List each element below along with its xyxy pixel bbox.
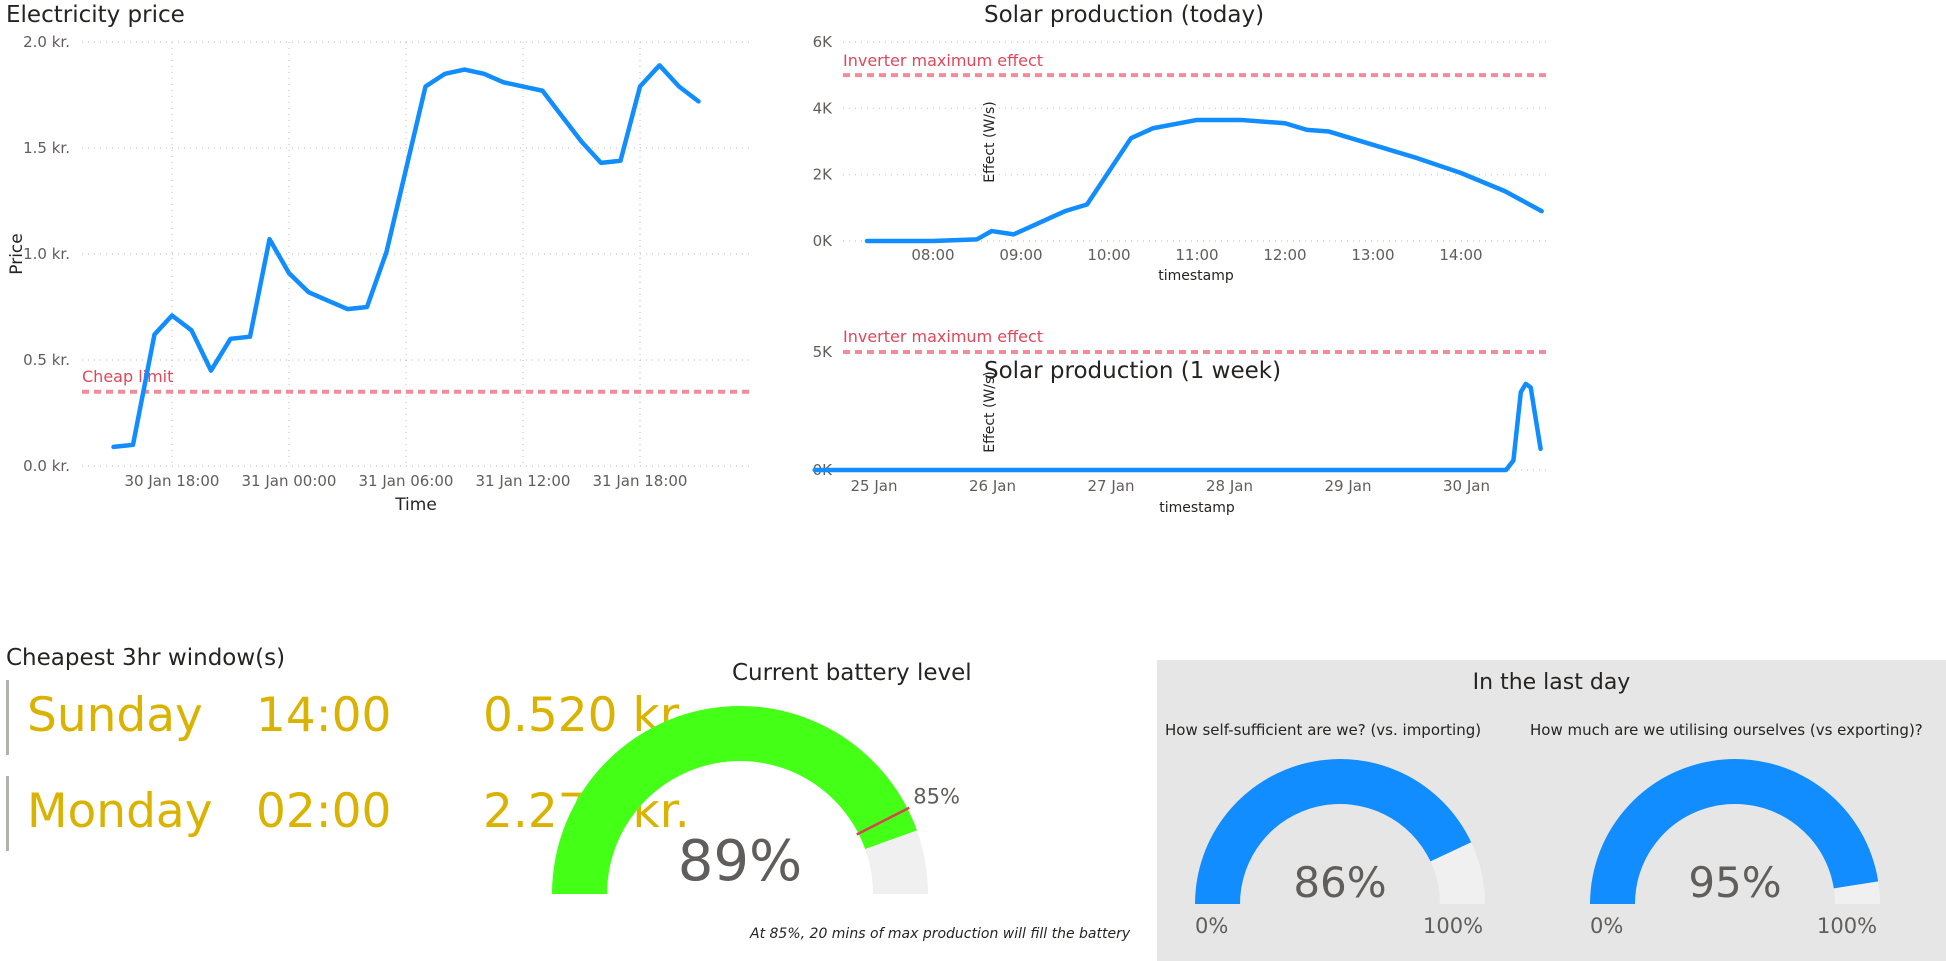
y-tick-label: 2.0 kr. — [23, 33, 70, 51]
last-day-title: In the last day — [1472, 670, 1631, 695]
self-sufficient-gauge-value: 86% — [1293, 858, 1386, 907]
x-axis-title: timestamp — [1158, 268, 1234, 284]
battery-note: At 85%, 20 mins of max production will f… — [750, 926, 1131, 942]
x-tick-label: 31 Jan 18:00 — [593, 472, 688, 490]
solar-week-series-line — [812, 381, 1543, 473]
x-tick-label: 31 Jan 06:00 — [359, 472, 454, 490]
x-tick-label: 25 Jan — [851, 477, 898, 495]
y-tick-label: 4K — [813, 99, 834, 117]
cheapest-windows-title: Cheapest 3hr window(s) — [6, 645, 286, 671]
gauge-value: 89% — [678, 829, 802, 894]
y-tick-label: 1.5 kr. — [23, 139, 70, 157]
y-tick-label: 0.0 kr. — [23, 457, 70, 475]
solar-today-chart: 6K 4K 2K 0K 08:00 09:00 10:00 11:00 12:00 13:00 14… — [813, 33, 1550, 284]
window-day: Sunday — [27, 688, 203, 743]
x-tick-label: 30 Jan 18:00 — [125, 472, 220, 490]
gauge-target-marker — [856, 806, 910, 836]
utilisation-question: How much are we utilising ourselves (vs … — [1530, 721, 1923, 739]
y-tick-label: 5K — [813, 343, 834, 361]
utilisation-min-label: 0% — [1590, 914, 1624, 938]
battery-title: Current battery level — [732, 660, 972, 686]
y-axis-title: Effect (W/s) — [982, 371, 998, 453]
window-day: Monday — [27, 784, 213, 839]
self-sufficient-min-label: 0% — [1195, 914, 1229, 938]
gauge-fill — [552, 705, 917, 894]
cheapest-window-row: Monday 02:00 2.270 kr. — [6, 776, 690, 851]
x-tick-label: 26 Jan — [969, 477, 1016, 495]
x-tick-label: 08:00 — [911, 246, 954, 264]
x-tick-label: 11:00 — [1175, 246, 1218, 264]
inverter-max-label: Inverter maximum effect — [843, 327, 1043, 346]
x-tick-label: 29 Jan — [1325, 477, 1372, 495]
electricity-price-chart: 2.0 kr. 1.5 kr. 1.0 kr. 0.5 kr. 0.0 kr. 30 Ja… — [7, 33, 752, 515]
y-tick-label: 1.0 kr. — [23, 245, 70, 263]
x-tick-label: 27 Jan — [1088, 477, 1135, 495]
window-time: 02:00 — [256, 784, 392, 839]
x-tick-label: 30 Jan — [1443, 477, 1490, 495]
y-axis-title: Effect (W/s) — [982, 101, 998, 183]
solar-week-title: Solar production (1 week) — [984, 358, 1282, 384]
price-series-line — [111, 63, 701, 450]
cheap-limit-label: Cheap limit — [82, 367, 173, 386]
y-tick-label: 0.5 kr. — [23, 351, 70, 369]
x-tick-label: 31 Jan 12:00 — [476, 472, 571, 490]
solar-today-title: Solar production (today) — [984, 2, 1265, 28]
self-sufficient-question: How self-sufficient are we? (vs. importi… — [1165, 721, 1482, 739]
x-tick-label: 13:00 — [1351, 246, 1394, 264]
x-tick-label: 28 Jan — [1206, 477, 1253, 495]
utilisation-gauge-value: 95% — [1688, 858, 1781, 907]
y-tick-label: 2K — [813, 166, 834, 184]
utilisation-gauge-fill — [1590, 758, 1879, 904]
window-time: 14:00 — [256, 688, 392, 743]
gauge-target-label: 85% — [913, 785, 960, 809]
y-axis-title: Price — [7, 233, 27, 274]
self-sufficient-gauge-fill — [1195, 759, 1472, 904]
x-tick-label: 10:00 — [1087, 246, 1130, 264]
utilisation-max-label: 100% — [1817, 914, 1878, 938]
x-axis-title: Time — [394, 495, 437, 515]
y-tick-label: 0K — [813, 232, 834, 250]
y-tick-label: 6K — [813, 33, 834, 51]
electricity-price-title: Electricity price — [6, 2, 185, 28]
x-axis-title: timestamp — [1159, 500, 1235, 516]
x-tick-label: 09:00 — [999, 246, 1042, 264]
solar-today-series-line — [864, 117, 1544, 244]
cheapest-window-row: Sunday 14:00 0.520 kr. — [6, 680, 690, 755]
x-tick-label: 31 Jan 00:00 — [242, 472, 337, 490]
self-sufficient-max-label: 100% — [1423, 914, 1484, 938]
x-tick-label: 14:00 — [1439, 246, 1482, 264]
x-tick-label: 12:00 — [1263, 246, 1306, 264]
inverter-max-label: Inverter maximum effect — [843, 51, 1043, 70]
